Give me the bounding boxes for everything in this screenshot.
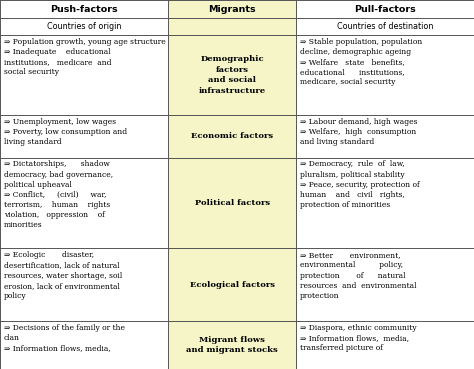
Text: ⇒ Democracy,  rule  of  law,
pluralism, political stability
⇒ Peace, security, p: ⇒ Democracy, rule of law, pluralism, pol… — [300, 161, 420, 209]
Text: Countries of destination: Countries of destination — [337, 22, 433, 31]
Text: Push-factors: Push-factors — [50, 5, 118, 14]
Text: ⇒ Better       environment,
environmental          policy,
protection       of  : ⇒ Better environment, environmental poli… — [300, 251, 417, 300]
Bar — [168, 0, 296, 369]
Text: Demographic
factors
and social
infrastructure: Demographic factors and social infrastru… — [199, 55, 266, 94]
Text: Migrants: Migrants — [209, 5, 256, 14]
Text: Pull-factors: Pull-factors — [354, 5, 416, 14]
Text: Ecological factors: Ecological factors — [190, 280, 275, 289]
Text: ⇒ Decisions of the family or the
clan
⇒ Information flows, media,: ⇒ Decisions of the family or the clan ⇒ … — [4, 324, 125, 352]
Text: ⇒ Stable population, population
decline, demographic ageing
⇒ Welfare   state   : ⇒ Stable population, population decline,… — [300, 38, 422, 86]
Text: ⇒ Population growth, young age structure
⇒ Inadequate    educational
institution: ⇒ Population growth, young age structure… — [4, 38, 165, 76]
Text: Economic factors: Economic factors — [191, 132, 273, 140]
Text: Political factors: Political factors — [195, 199, 270, 207]
Text: ⇒ Dictatorships,      shadow
democracy, bad governance,
political upheaval
⇒ Con: ⇒ Dictatorships, shadow democracy, bad g… — [4, 161, 113, 229]
Text: Countries of origin: Countries of origin — [47, 22, 121, 31]
Text: ⇒ Unemployment, low wages
⇒ Poverty, low consumption and
living standard: ⇒ Unemployment, low wages ⇒ Poverty, low… — [4, 118, 127, 146]
Text: ⇒ Ecologic       disaster,
desertification, lack of natural
resources, water sho: ⇒ Ecologic disaster, desertification, la… — [4, 251, 122, 300]
Text: ⇒ Diaspora, ethnic community
⇒ Information flows,  media,
transferred picture of: ⇒ Diaspora, ethnic community ⇒ Informati… — [300, 324, 417, 352]
Text: Migrant flows
and migrant stocks: Migrant flows and migrant stocks — [186, 336, 278, 354]
Text: ⇒ Labour demand, high wages
⇒ Welfare,  high  consumption
and living standard: ⇒ Labour demand, high wages ⇒ Welfare, h… — [300, 118, 418, 146]
